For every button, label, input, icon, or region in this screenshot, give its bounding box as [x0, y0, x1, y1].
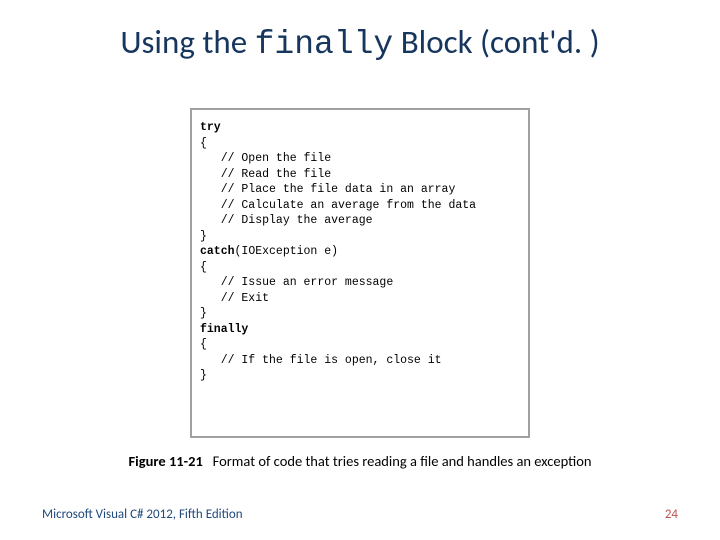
figure-caption-text: Format of code that tries reading a file…: [213, 452, 592, 470]
code-content: try { // Open the file // Read the file …: [200, 120, 520, 384]
slide: Using the finally Block (cont'd. ) try {…: [0, 0, 720, 540]
title-pre: Using the: [120, 22, 254, 62]
figure-number: Figure 11-21: [129, 452, 203, 470]
title-post: Block (cont'd. ): [393, 22, 599, 62]
footer-source: Microsoft Visual C# 2012, Fifth Edition: [42, 507, 243, 522]
page-number: 24: [665, 507, 678, 522]
code-box: try { // Open the file // Read the file …: [190, 108, 530, 438]
title-mono: finally: [255, 26, 394, 63]
figure-caption: Figure 11-21 Format of code that tries r…: [0, 452, 720, 470]
slide-title: Using the finally Block (cont'd. ): [0, 22, 720, 63]
